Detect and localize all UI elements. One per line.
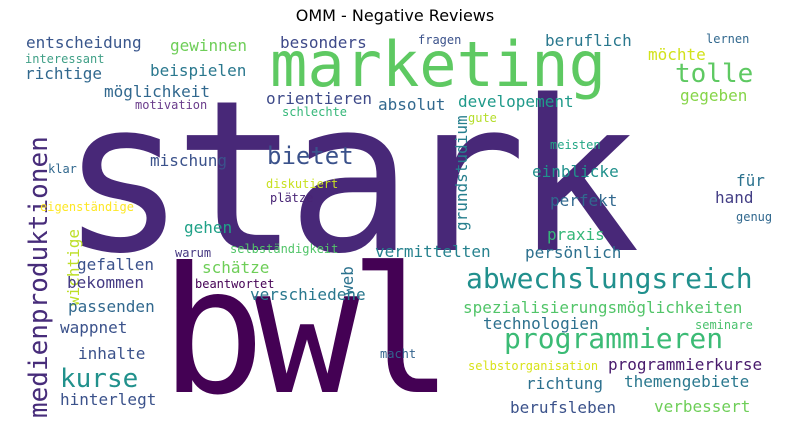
word-26: schlechte xyxy=(282,105,348,119)
word-44: selbständigkeit xyxy=(230,242,339,256)
word-42: praxis xyxy=(547,225,605,244)
word-1: stark xyxy=(60,55,640,300)
word-57: seminare xyxy=(695,318,753,332)
word-60: programmierkurse xyxy=(608,355,763,374)
word-39: genug xyxy=(736,210,773,224)
word-54: passenden xyxy=(68,297,155,316)
word-17: richtige xyxy=(25,64,103,83)
word-cloud: stark bwl marketing medienproduktionen abwec… xyxy=(20,33,776,417)
word-13: fragen xyxy=(418,33,462,47)
word-63: richtung xyxy=(526,374,604,393)
word-58: inhalte xyxy=(78,344,146,363)
word-48: schätze xyxy=(202,258,270,277)
word-50: bekommen xyxy=(67,273,145,292)
figure-title: OMM - Negative Reviews xyxy=(295,6,495,25)
word-65: berufsleben xyxy=(510,398,616,417)
word-12: besonders xyxy=(280,33,367,52)
word-59: macht xyxy=(380,347,417,361)
word-6: programmieren xyxy=(504,322,724,355)
word-28: grundstudium xyxy=(452,115,471,231)
word-52: verschiedene xyxy=(250,285,366,304)
word-23: developement xyxy=(458,92,574,111)
word-21: orientieren xyxy=(266,89,372,108)
word-51: beantwortet xyxy=(195,277,275,291)
word-62: themengebiete xyxy=(624,372,750,391)
word-35: eigenständige xyxy=(40,200,134,214)
word-37: perfekt xyxy=(550,191,618,210)
word-7: bietet xyxy=(267,142,354,170)
word-27: gute xyxy=(468,111,497,125)
word-64: hinterlegt xyxy=(60,390,157,409)
word-22: absolut xyxy=(378,95,446,114)
word-32: klar xyxy=(48,162,77,176)
word-9: kurse xyxy=(60,364,139,394)
word-53: spezialisierungsmöglichkeiten xyxy=(463,298,743,317)
word-66: verbessert xyxy=(654,397,751,416)
word-29: meisten xyxy=(550,138,601,152)
word-24: gegeben xyxy=(680,86,748,105)
word-14: beruflich xyxy=(545,33,632,50)
word-46: persönlich xyxy=(525,243,622,262)
word-4: medienproduktionen xyxy=(24,136,54,417)
word-55: technologien xyxy=(483,314,599,333)
word-18: beispielen xyxy=(150,61,247,80)
word-36: plätze xyxy=(270,191,314,205)
word-20: möglichkeit xyxy=(104,82,210,101)
word-40: gehen xyxy=(184,218,233,237)
word-19: möchte xyxy=(648,45,706,64)
word-56: wappnet xyxy=(60,318,128,337)
word-47: gefallen xyxy=(77,255,155,274)
word-25: motivation xyxy=(135,98,208,112)
word-5: abwechslungsreich xyxy=(466,262,753,295)
word-8: tolle xyxy=(675,59,754,89)
word-43: warum xyxy=(175,246,212,260)
word-16: interessant xyxy=(25,52,105,66)
word-31: einblicke xyxy=(532,162,619,181)
word-2: bwl xyxy=(160,231,454,417)
word-33: diskutiert xyxy=(266,177,339,191)
word-3: marketing xyxy=(270,33,606,101)
word-30: mischung xyxy=(150,151,228,170)
word-15: lernen xyxy=(706,33,750,46)
word-11: gewinnen xyxy=(170,36,248,55)
word-61: selbstorganisation xyxy=(468,359,599,373)
word-38: hand xyxy=(715,188,754,207)
word-10: entscheidung xyxy=(26,33,142,52)
word-34: für xyxy=(736,171,765,190)
word-45: vermittelten xyxy=(375,242,491,261)
